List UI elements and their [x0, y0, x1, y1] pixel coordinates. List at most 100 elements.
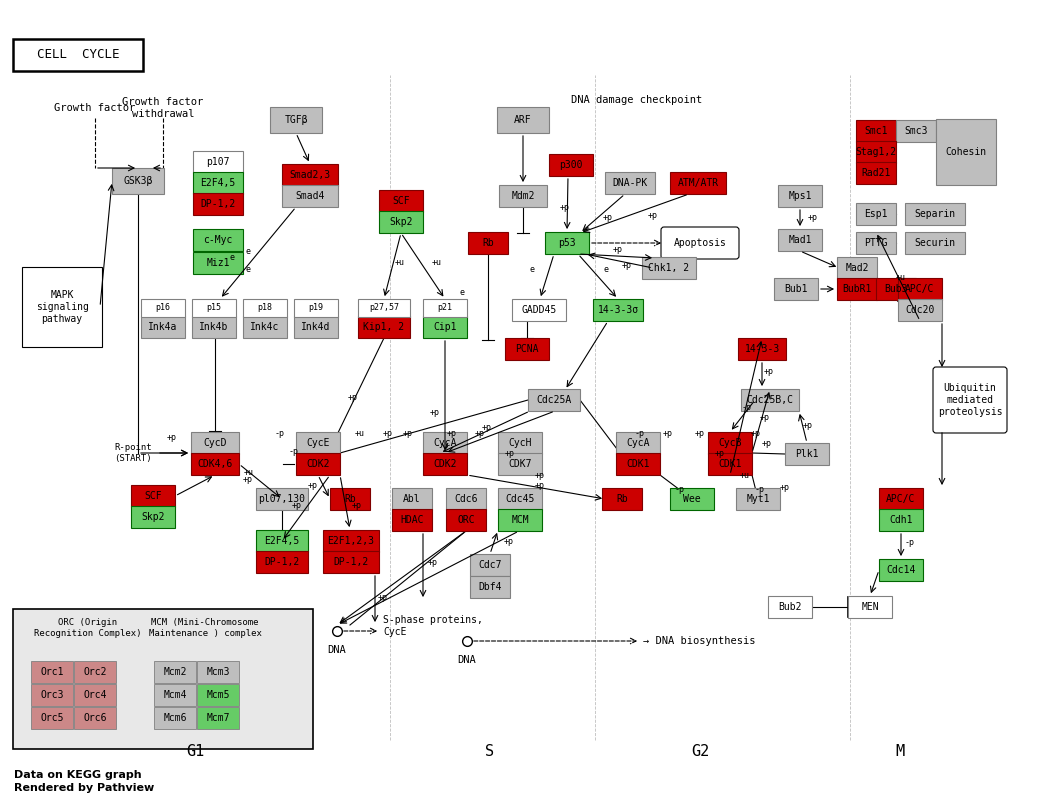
Text: Cdh1: Cdh1: [889, 515, 912, 525]
Bar: [446, 488, 486, 510]
Bar: [74, 707, 116, 729]
Bar: [498, 453, 542, 475]
Text: HDAC: HDAC: [400, 515, 424, 525]
Text: Mcm7: Mcm7: [207, 713, 230, 723]
Bar: [423, 432, 467, 454]
Text: CELL  CYCLE: CELL CYCLE: [36, 49, 119, 62]
Text: Plk1: Plk1: [795, 449, 819, 459]
Bar: [896, 120, 936, 142]
Text: -p: -p: [275, 429, 285, 437]
Text: Securin: Securin: [914, 238, 956, 248]
Text: +p: +p: [715, 449, 725, 458]
Text: CDK2: CDK2: [307, 459, 329, 469]
Text: +p: +p: [535, 481, 545, 490]
Text: E2F4,5: E2F4,5: [264, 536, 299, 546]
Bar: [154, 684, 196, 706]
Text: p107: p107: [207, 157, 230, 167]
Text: Cdc20: Cdc20: [905, 305, 935, 315]
Text: Smc1: Smc1: [864, 126, 887, 136]
Bar: [670, 488, 714, 510]
Text: +p: +p: [348, 393, 358, 402]
Bar: [936, 119, 996, 185]
Text: Skp2: Skp2: [141, 512, 165, 522]
Bar: [392, 488, 432, 510]
Text: Rendered by Pathview: Rendered by Pathview: [14, 783, 154, 793]
Bar: [708, 453, 752, 475]
Bar: [392, 509, 432, 531]
Text: Esp1: Esp1: [864, 209, 887, 219]
Text: Growth factor
withdrawal: Growth factor withdrawal: [123, 97, 204, 119]
Bar: [736, 488, 780, 510]
Text: p21: p21: [437, 304, 453, 312]
Text: e: e: [245, 248, 250, 256]
Text: CDK7: CDK7: [508, 459, 532, 469]
Text: Apoptosis: Apoptosis: [673, 238, 726, 248]
Text: SCF: SCF: [144, 491, 162, 501]
Text: +p: +p: [378, 593, 388, 602]
Text: Mcm2: Mcm2: [163, 667, 187, 677]
Text: Myt1: Myt1: [746, 494, 770, 504]
Text: +p: +p: [475, 429, 485, 437]
Text: Ink4a: Ink4a: [149, 322, 178, 332]
Text: p27,57: p27,57: [369, 304, 399, 312]
Text: DP-1,2: DP-1,2: [264, 557, 299, 567]
Bar: [294, 316, 338, 338]
Text: +p: +p: [560, 203, 570, 212]
Bar: [616, 453, 660, 475]
Bar: [837, 257, 877, 279]
Text: Skp2: Skp2: [390, 217, 412, 227]
Text: +p: +p: [648, 211, 658, 220]
Bar: [323, 551, 379, 573]
Bar: [879, 488, 923, 510]
Text: +p: +p: [622, 261, 632, 270]
Bar: [112, 168, 164, 194]
Text: Orc2: Orc2: [83, 667, 107, 677]
Bar: [191, 453, 239, 475]
Text: Data on KEGG graph: Data on KEGG graph: [14, 770, 141, 780]
Bar: [879, 509, 923, 531]
Text: CDK2: CDK2: [433, 459, 457, 469]
Text: GADD45: GADD45: [522, 305, 557, 315]
Text: Mad2: Mad2: [846, 263, 869, 273]
Text: E2F4,5: E2F4,5: [201, 178, 236, 188]
Text: 14-3-3σ: 14-3-3σ: [597, 305, 639, 315]
Text: Miz1: Miz1: [207, 258, 230, 268]
Text: +p: +p: [808, 213, 818, 222]
Text: G2: G2: [691, 744, 710, 759]
Bar: [708, 432, 752, 454]
Text: +u: +u: [395, 258, 405, 267]
Bar: [498, 488, 542, 510]
Bar: [905, 203, 965, 225]
Bar: [243, 299, 287, 317]
Text: DNA: DNA: [457, 655, 476, 665]
Bar: [192, 299, 236, 317]
Text: Rb: Rb: [344, 494, 356, 504]
Bar: [256, 551, 308, 573]
Text: Cdc14: Cdc14: [886, 565, 915, 575]
Text: Growth factor: Growth factor: [54, 103, 136, 113]
Bar: [294, 299, 338, 317]
Text: CDK1: CDK1: [718, 459, 742, 469]
Bar: [856, 120, 896, 142]
Bar: [22, 267, 102, 347]
Bar: [243, 316, 287, 338]
Text: CycA: CycA: [627, 438, 649, 448]
Text: +p: +p: [430, 408, 439, 417]
Bar: [545, 232, 589, 254]
Bar: [323, 530, 379, 552]
Text: GSK3β: GSK3β: [124, 176, 153, 186]
Bar: [256, 530, 308, 552]
Text: Ubiquitin
mediated
proteolysis: Ubiquitin mediated proteolysis: [937, 384, 1003, 417]
Bar: [193, 229, 243, 251]
Bar: [14, 39, 143, 71]
Text: MAPK
signaling
pathway: MAPK signaling pathway: [35, 291, 88, 324]
Text: Bub1: Bub1: [784, 284, 807, 294]
Bar: [379, 211, 423, 233]
Text: Chk1, 2: Chk1, 2: [648, 263, 690, 273]
Bar: [876, 278, 916, 300]
Bar: [848, 596, 893, 618]
Bar: [423, 299, 467, 317]
Bar: [296, 453, 340, 475]
Bar: [330, 488, 370, 510]
Text: +u: +u: [896, 273, 906, 282]
